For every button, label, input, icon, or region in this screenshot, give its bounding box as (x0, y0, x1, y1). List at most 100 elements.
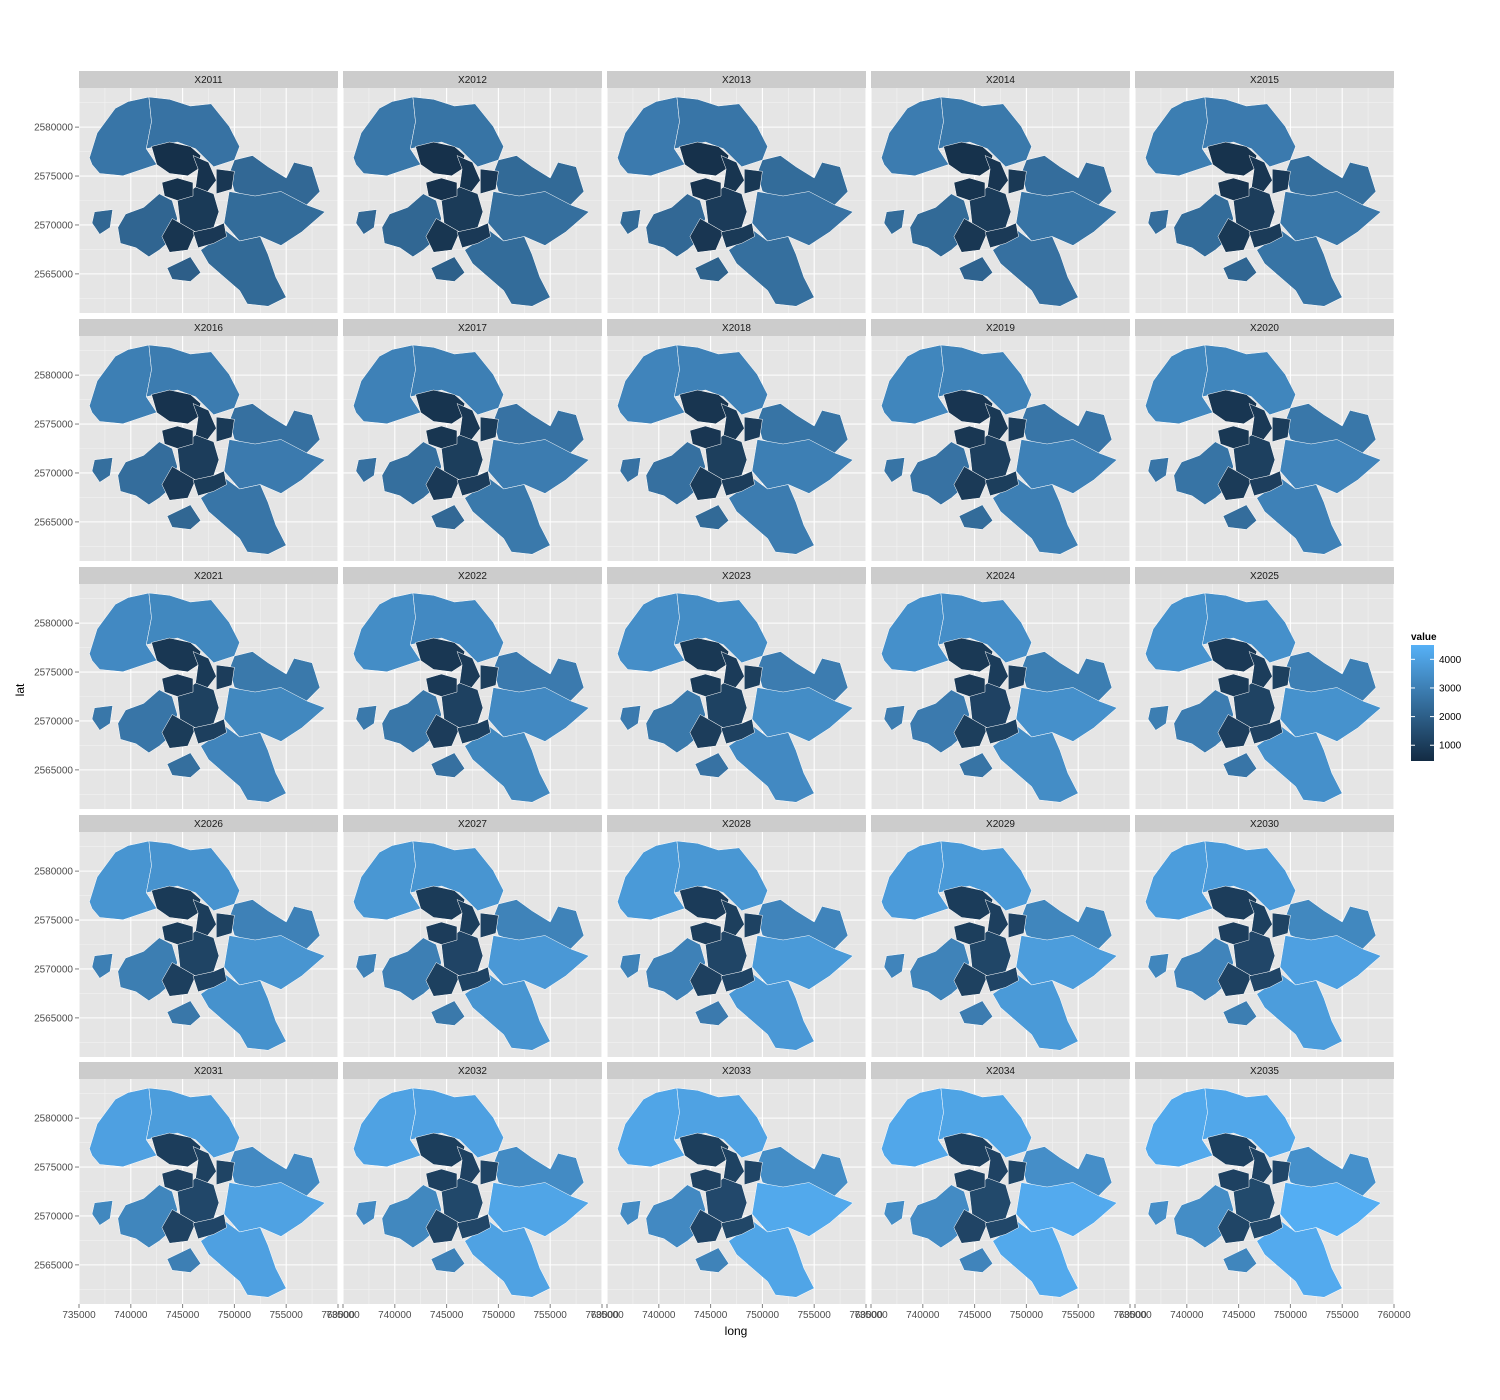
legend-tick-label: 3000 (1439, 683, 1462, 694)
region-east (487, 1182, 590, 1237)
facet-panel: X2031 2565000 2570000 2575000 2580000 735000 7… (34, 1062, 355, 1321)
region-south-east (200, 227, 287, 307)
x-tick-label: 755000 (534, 1310, 568, 1321)
region-east (1279, 191, 1382, 246)
region-core-b (216, 664, 235, 691)
region-core-d (953, 1209, 988, 1244)
facet-panel: X2034 735000 740000 745000 750000 755000 76000… (854, 1062, 1147, 1321)
region-core-b (480, 416, 499, 443)
region-core-b (744, 664, 763, 691)
region-core-b (1008, 168, 1027, 195)
region-north-east (1284, 155, 1377, 208)
y-tick-label: 2580000 (34, 123, 73, 134)
region-south-islet (958, 1000, 994, 1026)
region-north-east (228, 899, 321, 952)
facet-label: X2017 (458, 323, 487, 334)
region-west-islet (355, 705, 377, 731)
region-east (1279, 1182, 1382, 1237)
region-south-west (117, 689, 178, 754)
region-south-west (1173, 441, 1234, 506)
region-west-islet (619, 457, 641, 483)
region-south-east (1256, 475, 1343, 555)
region-south-east (1256, 227, 1343, 307)
facet-strip (1135, 567, 1394, 584)
region-north (673, 1087, 768, 1159)
region-north (937, 592, 1032, 664)
region-core-d (689, 218, 724, 253)
region-core-e (456, 718, 491, 745)
region-core-e (720, 718, 755, 745)
facet-panel: X2020 (1134, 319, 1395, 561)
region-south-west (1173, 1184, 1234, 1249)
region-core-b (480, 664, 499, 691)
facet-label: X2011 (194, 75, 223, 86)
y-tick-label: 2580000 (34, 1114, 73, 1125)
region-west-islet (1147, 209, 1169, 235)
facet-label: X2024 (986, 571, 1015, 582)
x-tick-label: 755000 (798, 1310, 832, 1321)
region-core-e (984, 470, 1019, 497)
region-core-f (425, 673, 458, 697)
region-south-islet (694, 752, 730, 778)
region-core-f (689, 921, 722, 945)
region-east (487, 935, 590, 990)
x-tick-label: 750000 (746, 1310, 780, 1321)
region-south-islet (166, 1000, 202, 1026)
x-tick-label: 755000 (270, 1310, 304, 1321)
region-east (1015, 191, 1118, 246)
region-core-b (216, 912, 235, 939)
facet-label: X2035 (1250, 1066, 1279, 1077)
region-south-east (200, 971, 287, 1051)
region-south-east (728, 1218, 815, 1298)
region-south-west (909, 937, 970, 1002)
region-east (751, 1182, 854, 1237)
region-east (223, 1182, 326, 1237)
region-south-islet (430, 1247, 466, 1273)
region-north-east (1020, 155, 1113, 208)
region-north (409, 1087, 504, 1159)
region-south-east (1256, 1218, 1343, 1298)
facet-strip (79, 1062, 338, 1079)
region-north (409, 592, 504, 664)
region-north (145, 592, 240, 664)
y-tick-label: 2565000 (34, 517, 73, 528)
facet-label: X2025 (1250, 571, 1279, 582)
region-south-east (992, 971, 1079, 1051)
region-core-e (720, 1213, 755, 1240)
facet-label: X2031 (194, 1066, 223, 1077)
x-tick-label: 750000 (1274, 1310, 1308, 1321)
region-core-d (425, 962, 460, 997)
x-tick-label: 760000 (1113, 1310, 1147, 1321)
region-north (937, 1087, 1032, 1159)
region-south-islet (958, 752, 994, 778)
region-core-b (216, 416, 235, 443)
region-core-f (1217, 425, 1250, 449)
facet-strip (343, 815, 602, 832)
region-north (409, 344, 504, 416)
facet-panel: X2024 (870, 567, 1131, 809)
region-south-islet (430, 1000, 466, 1026)
region-west-islet (355, 1200, 377, 1226)
region-north-east (492, 899, 585, 952)
x-tick-label: 750000 (1010, 1310, 1044, 1321)
region-core-e (720, 470, 755, 497)
region-south-islet (1222, 1000, 1258, 1026)
facet-label: X2028 (722, 819, 751, 830)
facet-panel: X2033 735000 740000 745000 750000 755000 76000… (590, 1062, 883, 1321)
region-core-f (161, 673, 194, 697)
region-south-islet (1222, 256, 1258, 282)
y-tick-label: 2580000 (34, 371, 73, 382)
region-west-islet (91, 457, 113, 483)
region-core-f (953, 921, 986, 945)
x-tick-label: 745000 (166, 1310, 200, 1321)
region-core-e (456, 966, 491, 993)
region-north-east (756, 403, 849, 456)
facet-label: X2026 (194, 819, 223, 830)
region-east (223, 687, 326, 742)
legend-colorbar (1411, 645, 1434, 761)
facet-panel: X2014 (870, 71, 1131, 313)
region-core-f (689, 425, 722, 449)
region-west-islet (883, 705, 905, 731)
y-tick-label: 2575000 (34, 172, 73, 183)
region-core-f (161, 1168, 194, 1192)
